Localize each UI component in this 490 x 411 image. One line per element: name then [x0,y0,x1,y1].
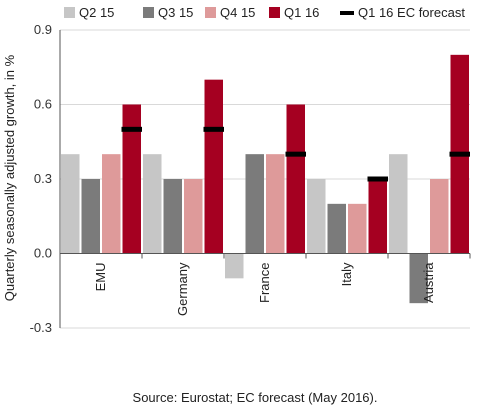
bar-germany-q2-15 [143,154,162,254]
category-label-austria: Austria [421,262,436,303]
y-tick-label: 0.3 [34,171,52,186]
bar-italy-q1-16 [368,179,387,254]
y-tick-label: -0.3 [30,320,52,335]
bar-emu-q3-15 [81,179,100,254]
legend-swatch-q2-15 [64,7,75,18]
y-tick-label: 0.0 [34,246,52,261]
category-label-emu: EMU [93,263,108,292]
bars [61,54,469,304]
legend-label-q3-15: Q3 15 [158,5,193,20]
forecast-marker-germany [203,126,224,132]
y-axis-label: Quarterly seasonally adjusted growth, in… [2,54,17,301]
legend-label-q2-15: Q2 15 [79,5,114,20]
bar-italy-q2-15 [307,179,326,254]
legend-swatch-q1-16 [269,7,280,18]
bar-germany-q1-16 [204,79,223,254]
bar-austria-q3-15 [409,253,428,304]
legend-swatch-q4-15 [205,7,216,18]
category-label-france: France [257,263,272,303]
bar-austria-q4-15 [430,179,449,254]
bar-germany-q3-15 [163,179,182,254]
bar-france-q2-15 [225,253,244,279]
bar-france-q3-15 [245,154,264,254]
source-note: Source: Eurostat; EC forecast (May 2016)… [133,390,378,405]
forecast-marker-emu [121,126,142,132]
forecast-markers [121,126,470,182]
legend-label-q1-16: Q1 16 [284,5,319,20]
category-labels: EMU Germany France Italy Austria [93,262,436,316]
bar-germany-q4-15 [184,179,203,254]
bar-france-q4-15 [266,154,285,254]
y-tick-label: 0.6 [34,97,52,112]
bar-austria-q2-15 [389,154,408,254]
axes [59,30,471,328]
y-tick-label: 0.9 [34,22,52,37]
bar-emu-q2-15 [61,154,80,254]
forecast-marker-italy [367,176,388,182]
category-label-germany: Germany [175,262,190,316]
legend-label-q4-15: Q4 15 [220,5,255,20]
legend-label-q1-16-ec-forecast: Q1 16 EC forecast [358,5,465,20]
bar-italy-q4-15 [348,203,367,254]
forecast-marker-france [285,151,306,157]
bar-france-q1-16 [286,104,305,254]
bar-emu-q1-16 [122,104,141,254]
bar-emu-q4-15 [102,154,121,254]
legend: Q2 15 Q3 15 Q4 15 Q1 16 Q1 16 EC forecast [64,5,465,20]
legend-swatch-forecast [340,11,354,15]
legend-swatch-q3-15 [143,7,154,18]
forecast-marker-austria [449,151,470,157]
bar-italy-q3-15 [327,203,346,254]
category-label-italy: Italy [339,262,354,286]
